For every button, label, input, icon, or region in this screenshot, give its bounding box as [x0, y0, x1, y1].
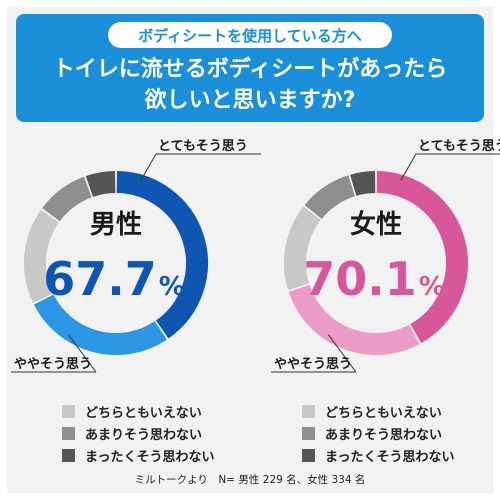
- legend-label: どちらともいえない: [85, 405, 202, 421]
- male-center-value: 67.7%: [43, 252, 185, 306]
- legend-male: どちらともいえない あまりそう思わない まったくそう思わない: [62, 400, 214, 466]
- male-callout-line-strong: [140, 153, 157, 181]
- female-center-title: 女性: [350, 209, 402, 240]
- legend-swatch-not-at-all: [62, 448, 75, 462]
- legend-item-not-at-all: まったくそう思わない: [62, 444, 214, 466]
- female-label-somewhat: ややそう思う: [274, 357, 352, 372]
- female-segment-strong: [376, 171, 468, 344]
- legend-item-not-much: あまりそう思わない: [62, 422, 214, 444]
- title-line-2: 欲しいと思いますか?: [144, 88, 356, 113]
- legend-item-neutral: どちらともいえない: [62, 400, 214, 422]
- footnote: ミルトークより N= 男性 229 名、女性 334 名: [134, 474, 366, 486]
- legend-swatch-neutral: [302, 404, 315, 418]
- female-segment-not-much: [304, 175, 356, 220]
- male-label-strong: とてもそう思う: [158, 139, 248, 154]
- male-percent-number: 67.7: [43, 252, 157, 306]
- male-segment-not-much: [42, 176, 92, 222]
- legend-item-neutral: どちらともいえない: [302, 400, 454, 422]
- legend-label: あまりそう思わない: [325, 427, 443, 443]
- female-segment-not-at-all: [350, 171, 376, 196]
- male-segment-somewhat: [33, 294, 167, 355]
- legend-label: まったくそう思わない: [325, 449, 455, 465]
- title-line-1: トイレに流せるボディシートがあったら: [52, 57, 448, 82]
- legend-female: どちらともいえない あまりそう思わない まったくそう思わない: [302, 400, 454, 466]
- male-center-title: 男性: [90, 210, 142, 240]
- female-percent-unit: %: [419, 272, 445, 302]
- legend-label: どちらともいえない: [325, 405, 442, 421]
- female-callout-line-somewhat: [327, 334, 357, 373]
- survey-question: トイレに流せるボディシートがあったら 欲しいと思いますか?: [16, 54, 484, 116]
- male-segment-strong: [116, 171, 208, 339]
- legend-swatch-not-at-all: [302, 448, 315, 462]
- male-segment-not-at-all: [85, 171, 116, 198]
- male-percent-unit: %: [159, 272, 185, 302]
- female-percent-number: 70.1: [303, 252, 417, 306]
- legend-swatch-not-much: [62, 426, 75, 440]
- female-center-value: 70.1%: [303, 252, 445, 306]
- male-label-somewhat: ややそう思う: [14, 357, 92, 372]
- male-segment-neutral: [24, 209, 60, 303]
- female-callout-line-strong: [400, 153, 417, 181]
- female-label-strong: とてもそう思う: [418, 139, 500, 154]
- female-segment-somewhat: [288, 284, 420, 355]
- legend-swatch-not-much: [302, 426, 315, 440]
- legend-item-not-at-all: まったくそう思わない: [302, 444, 454, 466]
- legend-item-not-much: あまりそう思わない: [302, 422, 454, 444]
- legend-label: まったくそう思わない: [85, 449, 215, 465]
- male-callout-line-somewhat: [67, 334, 97, 373]
- female-segment-neutral: [284, 206, 322, 290]
- legend-swatch-neutral: [62, 404, 75, 418]
- header-banner: ボディシートを使用している方へ トイレに流せるボディシートがあったら 欲しいと思…: [16, 14, 484, 122]
- legend-label: あまりそう思わない: [85, 427, 203, 443]
- subtitle-pill: ボディシートを使用している方へ: [108, 22, 392, 48]
